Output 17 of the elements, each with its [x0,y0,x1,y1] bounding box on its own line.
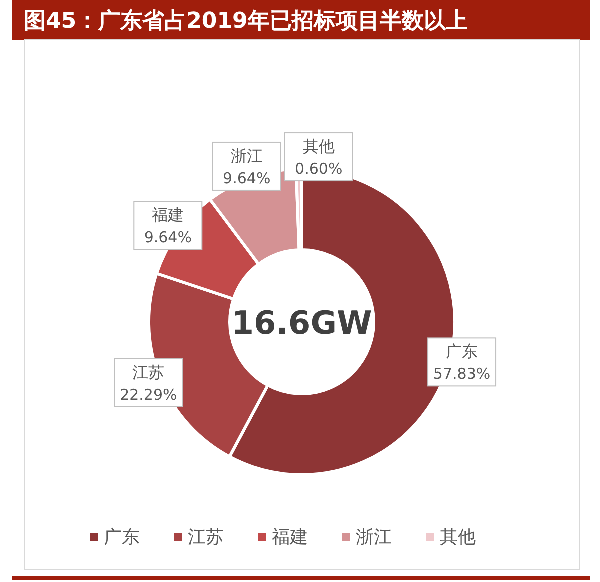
slice-label: 浙江 [230,146,263,166]
data-label: 22.29% [120,386,178,404]
slice-label: 其他 [302,137,335,156]
chart-title: 图45：广东省占2019年已招标项目半数以上 [24,8,468,34]
legend-label: 福建 [272,527,308,548]
data-label: 9.64% [223,169,271,188]
legend-label: 江苏 [188,527,224,548]
slice-label: 福建 [152,206,184,225]
data-label: 57.83% [433,365,491,384]
text: 16.6GW [232,304,372,342]
legend-label: 其他 [440,527,476,548]
slice-label: 广东 [446,342,478,362]
data-label: 9.64% [144,228,192,247]
legend-label: 浙江 [356,527,392,548]
slice-label: 江苏 [132,362,165,382]
legend-label: 广东 [104,527,140,548]
data-label: 0.60% [295,160,343,178]
